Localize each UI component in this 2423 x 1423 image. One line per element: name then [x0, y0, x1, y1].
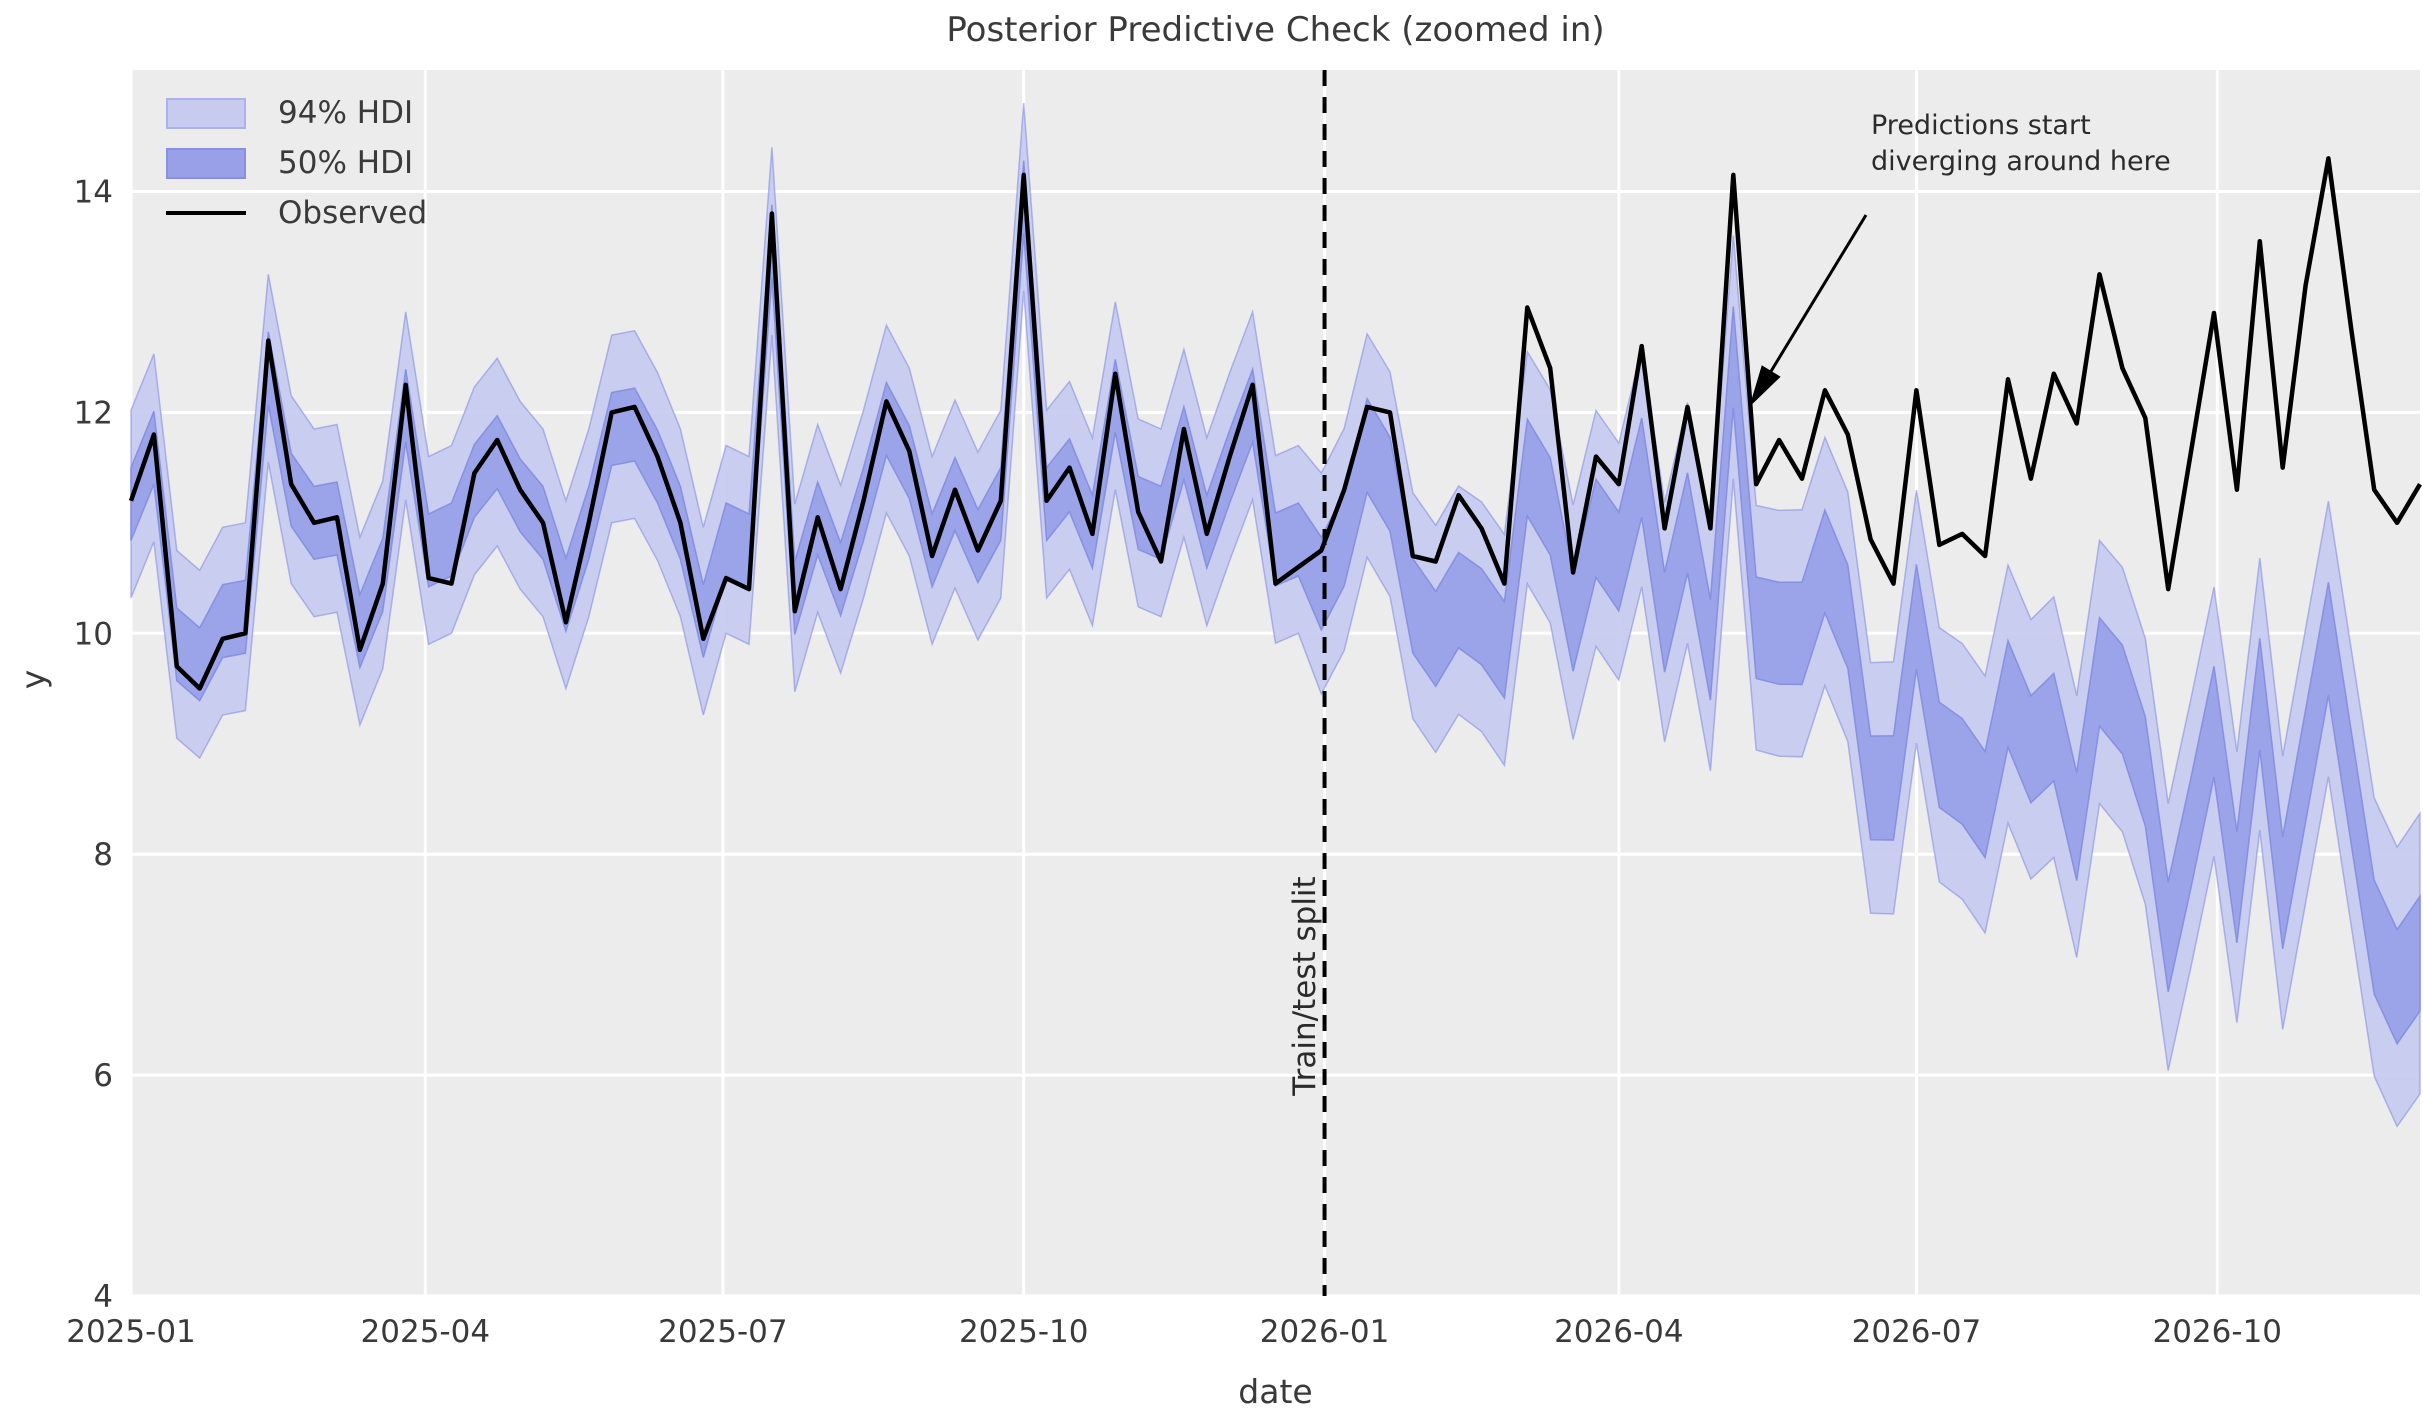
- legend-label: Observed: [278, 195, 428, 231]
- legend-item-observed: Observed: [166, 195, 428, 231]
- annotation-arrow-line: [1766, 214, 1868, 377]
- x-tick-label: 2025-07: [658, 1314, 788, 1350]
- y-tick-label: 8: [93, 837, 113, 873]
- y-tick-label: 12: [74, 395, 113, 431]
- hdi-94-band: [130, 103, 2421, 1128]
- x-tick-label: 2026-04: [1554, 1314, 1684, 1350]
- chart-title: Posterior Predictive Check (zoomed in): [946, 10, 1605, 50]
- legend-label: 50% HDI: [278, 145, 414, 181]
- hdi94-swatch-icon: [166, 97, 246, 129]
- annotation-line-2: diverging around here: [1871, 146, 2171, 177]
- observed-series-line: [128, 156, 2422, 691]
- annotation-arrowhead-icon: [1749, 365, 1781, 407]
- y-tick-label: 6: [93, 1058, 113, 1094]
- x-tick-label: 2026-10: [2152, 1314, 2282, 1350]
- annotation-text: Predictions start diverging around here: [1871, 108, 2171, 180]
- y-tick-label: 14: [74, 174, 113, 210]
- x-tick-label: 2026-07: [1852, 1314, 1982, 1350]
- x-tick-label: 2026-01: [1260, 1314, 1390, 1350]
- x-tick-label: 2025-04: [361, 1314, 491, 1350]
- x-tick-label: 2025-01: [66, 1314, 196, 1350]
- plot-area: [131, 70, 2420, 1296]
- legend-item-94-hdi: 94% HDI: [166, 95, 427, 131]
- observed-line-swatch-icon: [166, 211, 246, 215]
- legend-label: 94% HDI: [278, 95, 414, 131]
- y-axis-label: y: [13, 669, 53, 690]
- legend: 94% HDI 50% HDI Observed: [166, 95, 428, 231]
- hdi-50-band: [130, 160, 2421, 1046]
- hdi50-swatch-icon: [166, 147, 246, 179]
- x-axis-label: date: [1238, 1372, 1313, 1411]
- x-tick-label: 2025-10: [959, 1314, 1089, 1350]
- y-tick-label: 4: [93, 1279, 113, 1315]
- train-test-split-label: Train/test split: [1287, 876, 1323, 1096]
- legend-item-50-hdi: 50% HDI: [166, 145, 427, 181]
- y-tick-label: 10: [74, 616, 113, 652]
- annotation-line-1: Predictions start: [1871, 110, 2091, 141]
